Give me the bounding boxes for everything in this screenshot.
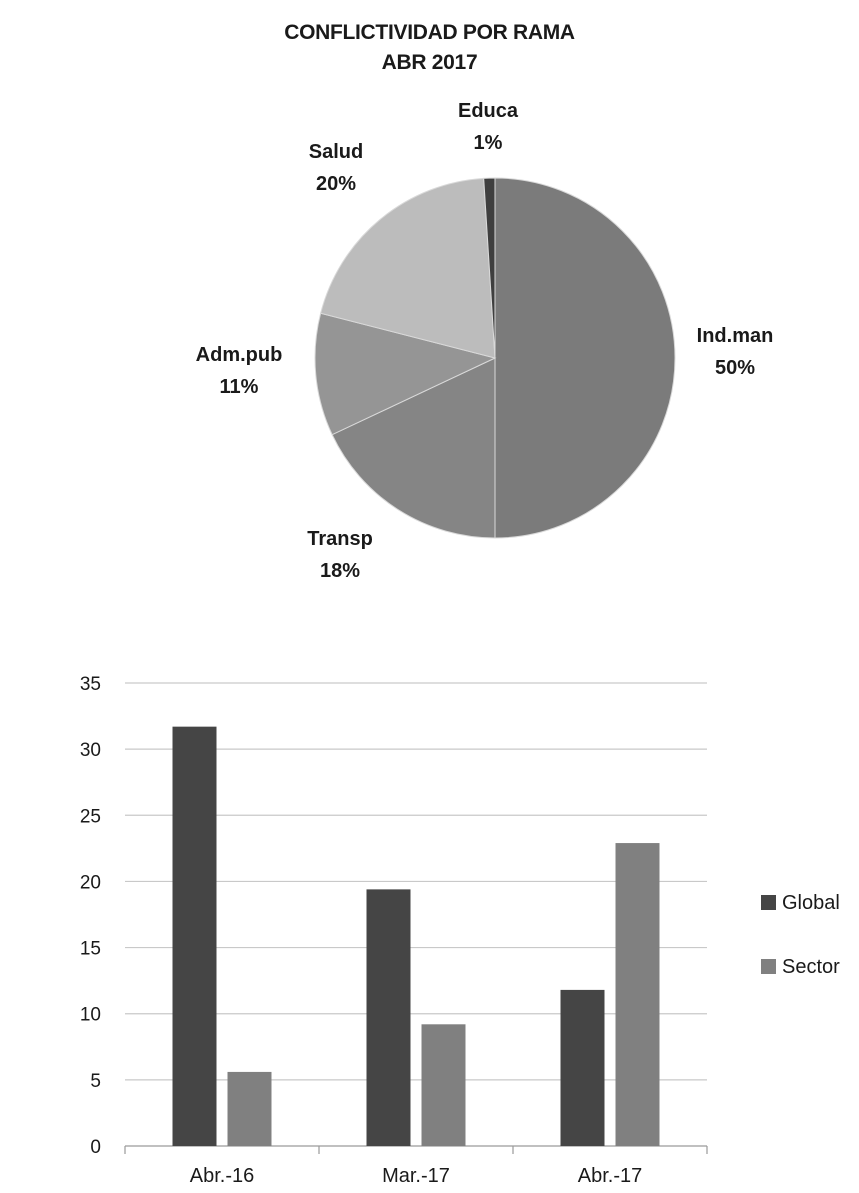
pie-label-educa: Educa 1% bbox=[458, 100, 519, 154]
pie-slice-ind-man bbox=[494, 177, 676, 539]
bar-global-abr-16 bbox=[172, 726, 217, 1146]
pie-slice-adm-pub bbox=[314, 312, 497, 436]
y-tick-label: 0 bbox=[90, 1137, 101, 1158]
legend-swatch-sector bbox=[761, 959, 776, 974]
y-tick-label: 35 bbox=[80, 674, 101, 695]
y-tick-label: 20 bbox=[80, 872, 101, 893]
y-tick-label: 25 bbox=[80, 806, 101, 827]
pie-chart: Ind.man 50% Transp 18% Adm.pub 11% Salud 20% Edu… bbox=[196, 100, 774, 582]
bar-global-mar-17 bbox=[366, 889, 411, 1146]
pie-chart-title: CONFLICTIVIDAD POR RAMA ABR 2017 bbox=[0, 18, 859, 78]
bar-sector-mar-17 bbox=[421, 1024, 466, 1146]
pie-title-line: CONFLICTIVIDAD POR RAMA bbox=[284, 21, 575, 44]
y-tick-label: 15 bbox=[80, 939, 101, 960]
x-category-label: Abr.-16 bbox=[190, 1165, 254, 1187]
legend-label-global: Global bbox=[782, 892, 840, 914]
legend-label-sector: Sector bbox=[782, 956, 840, 978]
x-category-label: Mar.-17 bbox=[382, 1165, 450, 1187]
pie-slice-salud bbox=[320, 177, 496, 359]
pie-label-adm-pub: Adm.pub 11% bbox=[196, 344, 283, 398]
pie-label-transp: Transp 18% bbox=[307, 528, 373, 582]
pie-label-ind-man: Ind.man 50% bbox=[697, 325, 774, 379]
bar-sector-abr-16 bbox=[227, 1071, 272, 1146]
y-tick-label: 5 bbox=[90, 1071, 101, 1092]
pie-subtitle-line: ABR 2017 bbox=[381, 51, 478, 74]
bar-global-abr-17 bbox=[560, 989, 605, 1146]
pie-label-salud: Salud 20% bbox=[309, 141, 363, 195]
y-tick-label: 10 bbox=[80, 1005, 101, 1026]
bar-sector-abr-17 bbox=[615, 843, 660, 1146]
legend-swatch-global bbox=[761, 895, 776, 910]
y-tick-label: 30 bbox=[80, 740, 101, 761]
pie-slice-transp bbox=[331, 357, 496, 539]
x-category-label: Abr.-17 bbox=[578, 1165, 642, 1187]
pie-slice-educa bbox=[483, 177, 496, 359]
